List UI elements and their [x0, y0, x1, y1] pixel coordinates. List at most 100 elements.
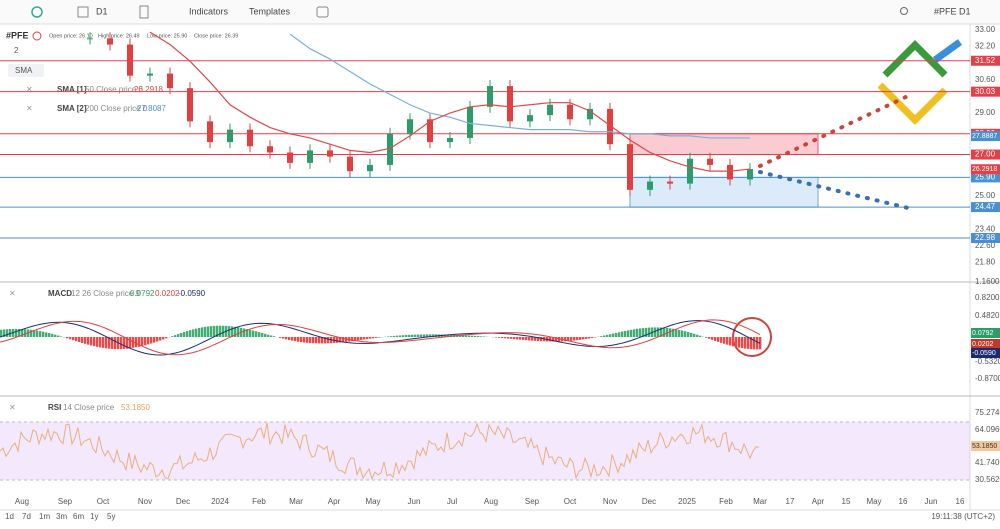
rsi-tick: 75.2740 [975, 408, 1000, 417]
macd-histogram [42, 332, 44, 337]
macd-histogram [420, 334, 422, 337]
symbol-label: #PFE [6, 30, 29, 40]
macd-histogram [633, 329, 635, 337]
clock: 19:11:38 (UTC+2) [931, 512, 995, 521]
macd-histogram [618, 332, 620, 337]
alert-icon[interactable] [33, 32, 41, 40]
macd-histogram [522, 337, 524, 340]
macd-histogram [228, 326, 230, 337]
macd-histogram [93, 337, 95, 346]
y-tick-label: 25.00 [975, 191, 996, 200]
candle [687, 159, 693, 184]
macd-histogram [297, 337, 299, 342]
macd-histogram [573, 337, 575, 341]
macd-histogram [588, 337, 590, 338]
date-label: 17 [786, 497, 795, 506]
macd-histogram [525, 337, 527, 340]
macd-histogram [732, 337, 734, 346]
macd-histogram [249, 330, 251, 337]
macd-histogram [252, 331, 254, 337]
templates-button[interactable]: Templates [249, 6, 291, 16]
close-icon[interactable]: ✕ [26, 85, 33, 94]
macd-histogram [156, 337, 158, 342]
macd-histogram [84, 337, 86, 344]
candle [507, 86, 513, 121]
range-button[interactable]: 7d [22, 512, 31, 521]
macd-histogram [15, 329, 17, 337]
timeframe[interactable]: D1 [96, 6, 108, 16]
date-label: Mar [289, 497, 303, 506]
close-icon[interactable]: ✕ [26, 104, 33, 113]
macd-histogram [657, 327, 659, 337]
range-button[interactable]: 6m [73, 512, 84, 521]
macd-histogram [708, 337, 710, 339]
macd-histogram [570, 337, 572, 341]
sma2-name[interactable]: SMA [2] [57, 104, 87, 113]
rsi-tick: 64.0960 [975, 425, 1000, 434]
value-label: 27.8887 [972, 133, 997, 140]
candle [447, 138, 453, 142]
macd-histogram [186, 331, 188, 337]
date-label: May [365, 497, 380, 506]
macd-histogram [576, 337, 578, 340]
date-label: 16 [899, 497, 908, 506]
macd-histogram [189, 330, 191, 337]
macd-name[interactable]: MACD [48, 289, 72, 298]
macd-histogram [639, 328, 641, 337]
macd-histogram [714, 337, 716, 341]
macd-histogram [606, 335, 608, 337]
macd-histogram [378, 337, 380, 338]
macd-histogram [687, 332, 689, 337]
symbol[interactable]: #PFE D1 [934, 6, 971, 16]
macd-histogram [375, 337, 377, 338]
rsi-tick: 41.7400 [975, 458, 1000, 467]
rsi-name[interactable]: RSI [48, 403, 61, 412]
macd-histogram [591, 337, 593, 338]
macd-histogram [222, 326, 224, 337]
macd-tick: 1.1600 [975, 277, 1000, 286]
macd-histogram [504, 337, 506, 338]
range-button[interactable]: 1y [90, 512, 98, 521]
macd-histogram [696, 335, 698, 337]
macd-histogram [318, 337, 320, 343]
level-label: 27.00 [975, 150, 996, 159]
rsi-band [0, 422, 970, 480]
support-zone [630, 177, 818, 207]
macd-histogram [612, 334, 614, 337]
candle [527, 115, 533, 121]
indicators-button[interactable]: Indicators [189, 6, 229, 16]
value-label: 0.0792 [972, 330, 994, 337]
date-label: Jun [925, 497, 938, 506]
range-button[interactable]: 5y [107, 512, 115, 521]
sma1-name[interactable]: SMA [1] [57, 85, 87, 94]
macd-histogram [756, 337, 758, 349]
macd-histogram [744, 337, 746, 349]
date-label: Feb [252, 497, 266, 506]
macd-histogram [288, 337, 290, 340]
date-label: Sep [58, 497, 73, 506]
macd-histogram [69, 337, 71, 339]
candle [487, 86, 493, 107]
macd-histogram [72, 337, 74, 340]
date-label: 2025 [678, 497, 696, 506]
macd-histogram [255, 331, 257, 337]
close-icon[interactable]: ✕ [9, 289, 16, 298]
macd-histogram [408, 335, 410, 337]
macd-histogram [96, 337, 98, 347]
range-button[interactable]: 3m [56, 512, 67, 521]
macd-histogram [468, 336, 470, 337]
group-label[interactable]: SMA [15, 66, 33, 75]
value-label: 0.0202 [972, 341, 994, 348]
macd-histogram [366, 337, 368, 339]
macd-histogram [498, 337, 500, 338]
macd-histogram [603, 336, 605, 337]
range-button[interactable]: 1d [5, 512, 14, 521]
candle [647, 182, 653, 190]
candle [227, 130, 233, 142]
close-icon[interactable]: ✕ [9, 403, 16, 412]
macd-histogram [387, 336, 389, 337]
y-tick-label: 23.40 [975, 224, 996, 233]
macd-histogram [180, 333, 182, 337]
range-button[interactable]: 1m [39, 512, 50, 521]
